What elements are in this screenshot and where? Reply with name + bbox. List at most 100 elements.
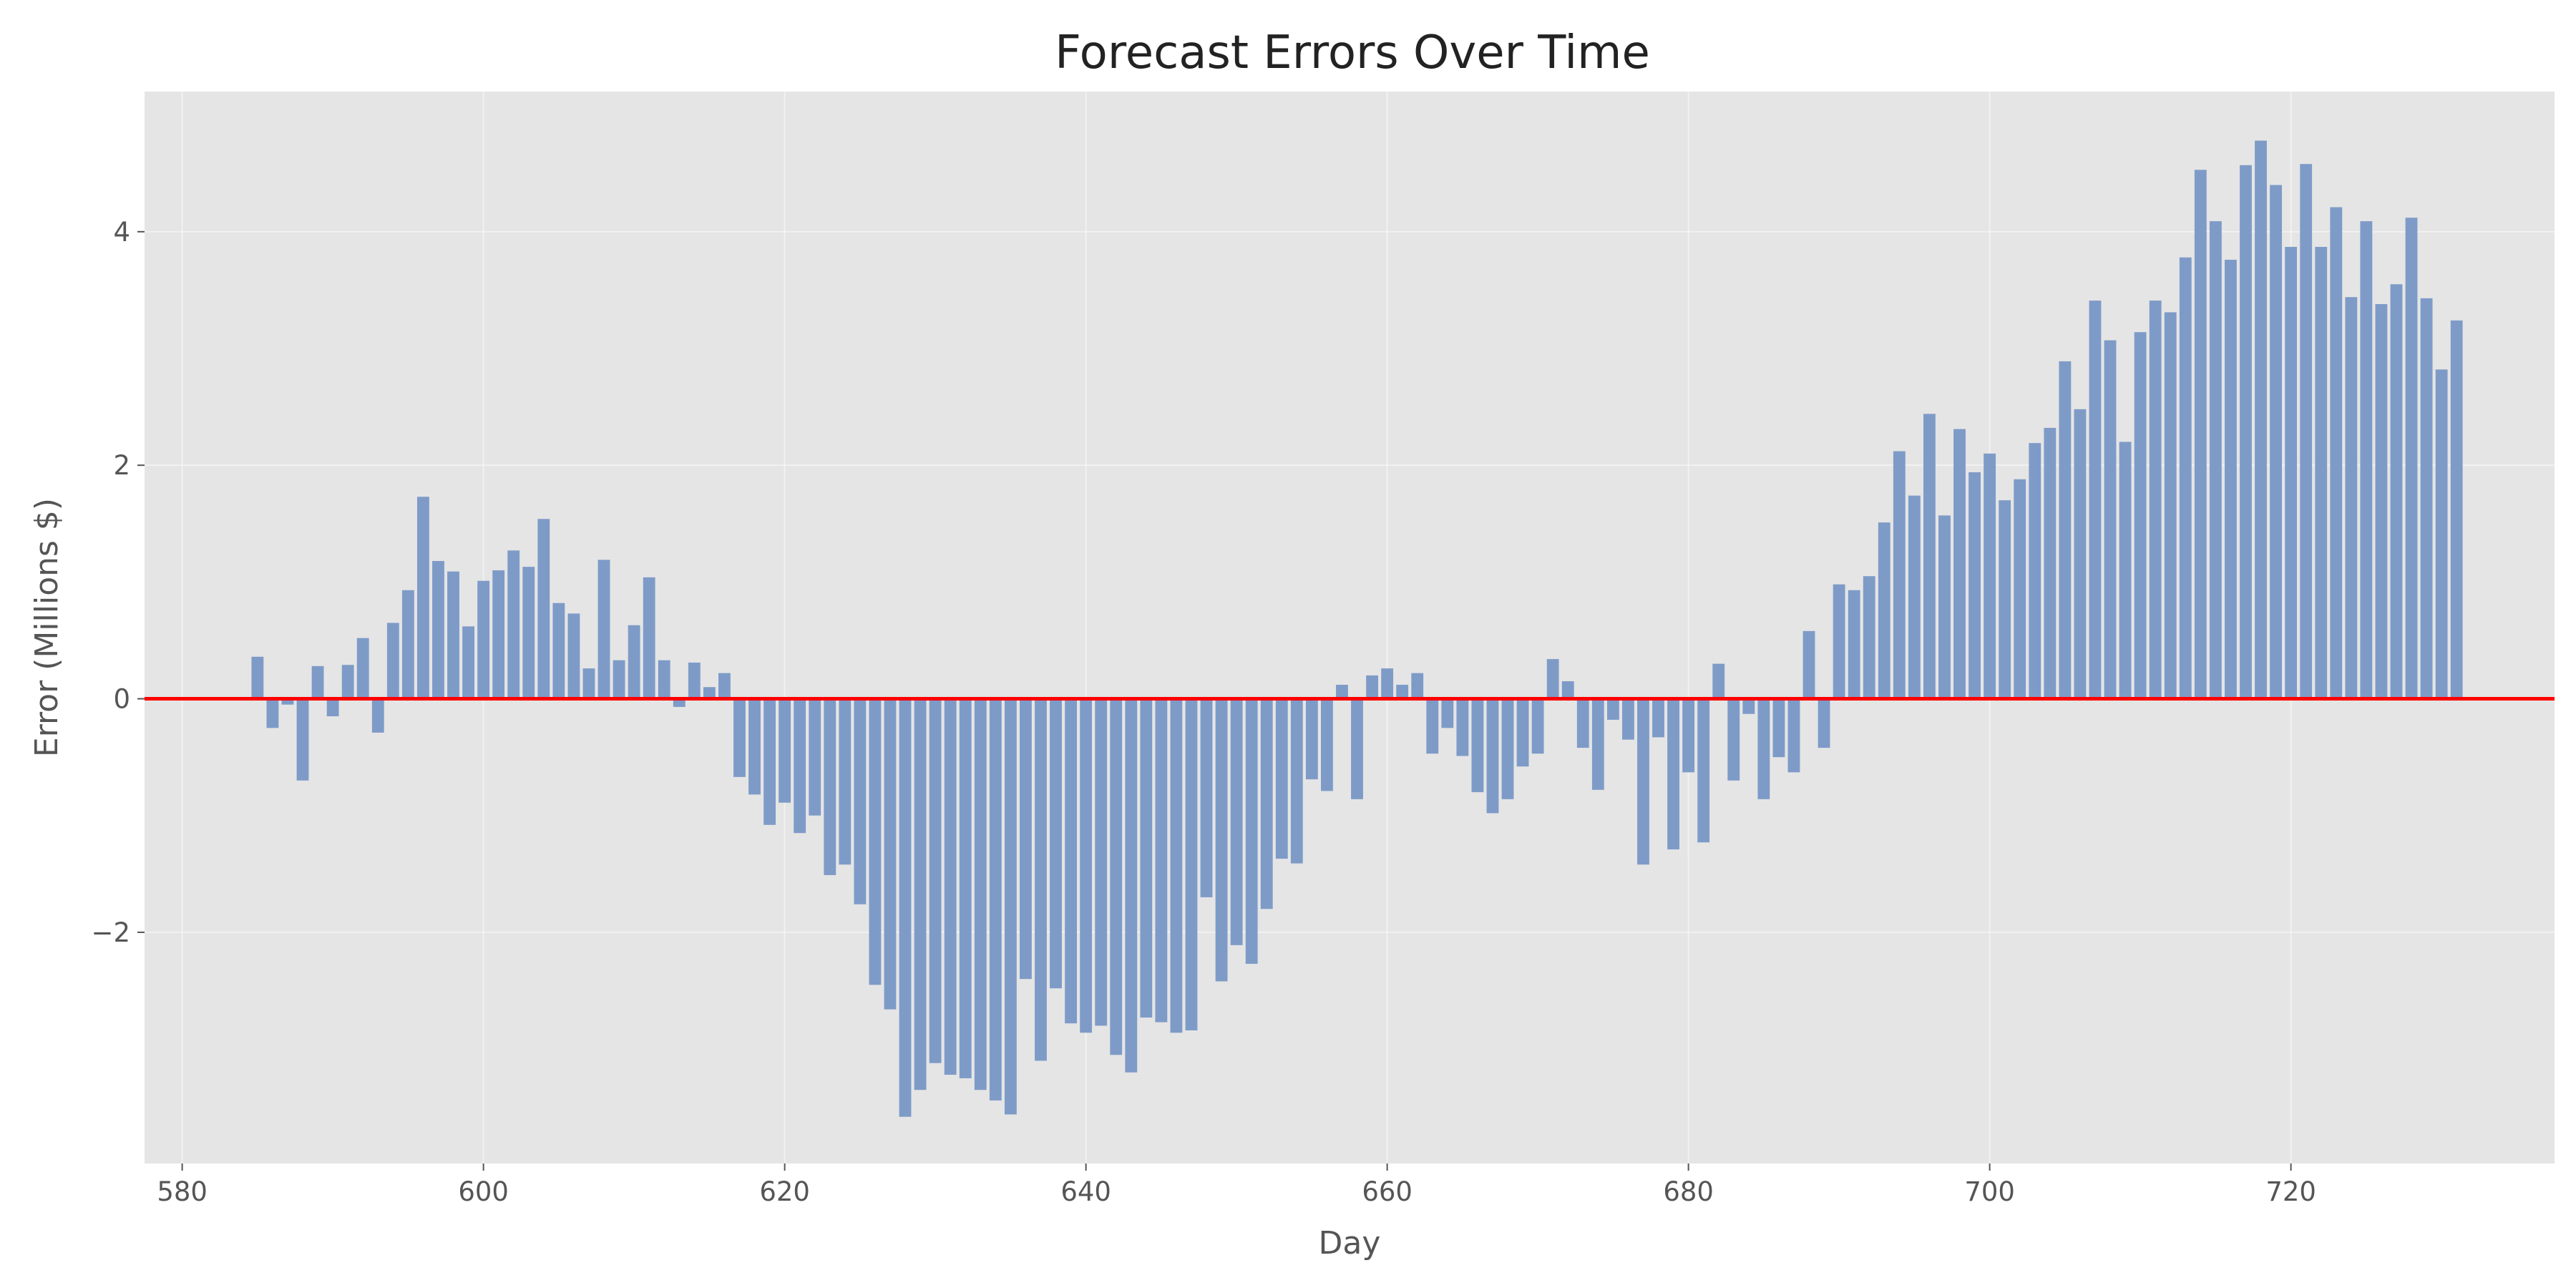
bar	[1125, 698, 1138, 1073]
bar	[537, 519, 550, 699]
bar	[1426, 698, 1439, 754]
bar	[1953, 429, 1966, 699]
bar	[1984, 453, 1996, 699]
bar	[1260, 698, 1273, 909]
bar	[1576, 698, 1589, 748]
bar	[658, 660, 670, 699]
bar	[2345, 297, 2358, 699]
bar	[718, 673, 731, 699]
bar	[2405, 218, 2418, 699]
bar	[944, 698, 957, 1075]
bar	[2194, 170, 2207, 699]
bar	[356, 638, 369, 699]
bar	[2360, 221, 2373, 699]
bar	[507, 550, 520, 699]
bar	[1591, 698, 1604, 790]
bar	[371, 698, 384, 733]
bar	[1230, 698, 1243, 945]
bar	[1727, 698, 1740, 781]
bar	[1742, 698, 1755, 714]
bar	[1140, 698, 1153, 1018]
bar	[959, 698, 972, 1078]
bar	[1170, 698, 1183, 1033]
bar	[1441, 698, 1454, 728]
bar	[1185, 698, 1198, 1030]
bar	[2104, 340, 2117, 699]
bar	[251, 656, 264, 699]
bar	[869, 698, 882, 985]
bar	[401, 590, 414, 699]
plot-background	[145, 92, 2555, 1163]
bar	[1020, 698, 1032, 980]
bar	[613, 660, 625, 699]
x-axis-ticks: 580 600 620 640 660 680 700 720	[157, 1163, 2316, 1207]
bar	[477, 580, 490, 699]
bar	[296, 698, 309, 781]
bar	[2149, 301, 2162, 699]
bar	[673, 698, 686, 707]
bar	[688, 662, 701, 699]
bar	[914, 698, 927, 1091]
bar	[1155, 698, 1168, 1023]
bar	[1531, 698, 1544, 754]
bar	[417, 497, 429, 699]
bar	[1321, 698, 1333, 791]
bar	[1095, 698, 1108, 1026]
bar	[1546, 659, 1559, 699]
bar	[1456, 698, 1469, 756]
bar	[974, 698, 987, 1091]
bar	[1908, 495, 1921, 699]
x-tick-label: 680	[1663, 1176, 1714, 1207]
bar	[1336, 684, 1348, 699]
bar	[2375, 303, 2388, 699]
bar	[628, 625, 640, 699]
bar	[1999, 500, 2011, 699]
bar	[597, 560, 610, 699]
bar	[1833, 584, 1845, 699]
bar	[2029, 443, 2041, 699]
bar	[1802, 630, 1815, 699]
bar	[1712, 663, 1725, 699]
bar	[1411, 673, 1424, 699]
bar	[1501, 698, 1514, 799]
bar	[266, 698, 279, 728]
bar	[2285, 247, 2298, 699]
bars	[251, 140, 2463, 1117]
bar	[2014, 479, 2026, 699]
bar	[1065, 698, 1077, 1024]
bar	[839, 698, 852, 865]
bar	[1351, 698, 1363, 799]
x-axis-label: Day	[1319, 1225, 1381, 1262]
bar	[1772, 698, 1785, 758]
bar	[341, 665, 354, 699]
bar	[779, 698, 791, 803]
bar	[1923, 414, 1936, 699]
bar	[854, 698, 867, 904]
bar	[2059, 361, 2072, 699]
bar	[1381, 668, 1394, 699]
bar	[1622, 698, 1634, 740]
bar	[326, 698, 339, 717]
x-tick-label: 580	[157, 1176, 208, 1207]
bar	[1878, 522, 1890, 699]
bar	[1245, 698, 1258, 964]
bar	[1818, 698, 1830, 748]
y-axis-ticks: −2 0 2 4	[91, 217, 145, 948]
bar	[1200, 698, 1213, 897]
bar	[2390, 284, 2403, 699]
bar	[1968, 472, 1981, 699]
bar	[824, 698, 836, 875]
bar	[1080, 698, 1093, 1033]
bar	[2134, 332, 2147, 699]
bar	[1938, 515, 1951, 699]
bar	[2255, 140, 2267, 699]
bar	[1110, 698, 1123, 1055]
bar	[1215, 698, 1228, 982]
bar	[1697, 698, 1710, 843]
bar	[643, 577, 655, 699]
bar	[582, 668, 595, 699]
bar	[1637, 698, 1649, 865]
bar	[1471, 698, 1484, 793]
bar	[2164, 312, 2177, 699]
